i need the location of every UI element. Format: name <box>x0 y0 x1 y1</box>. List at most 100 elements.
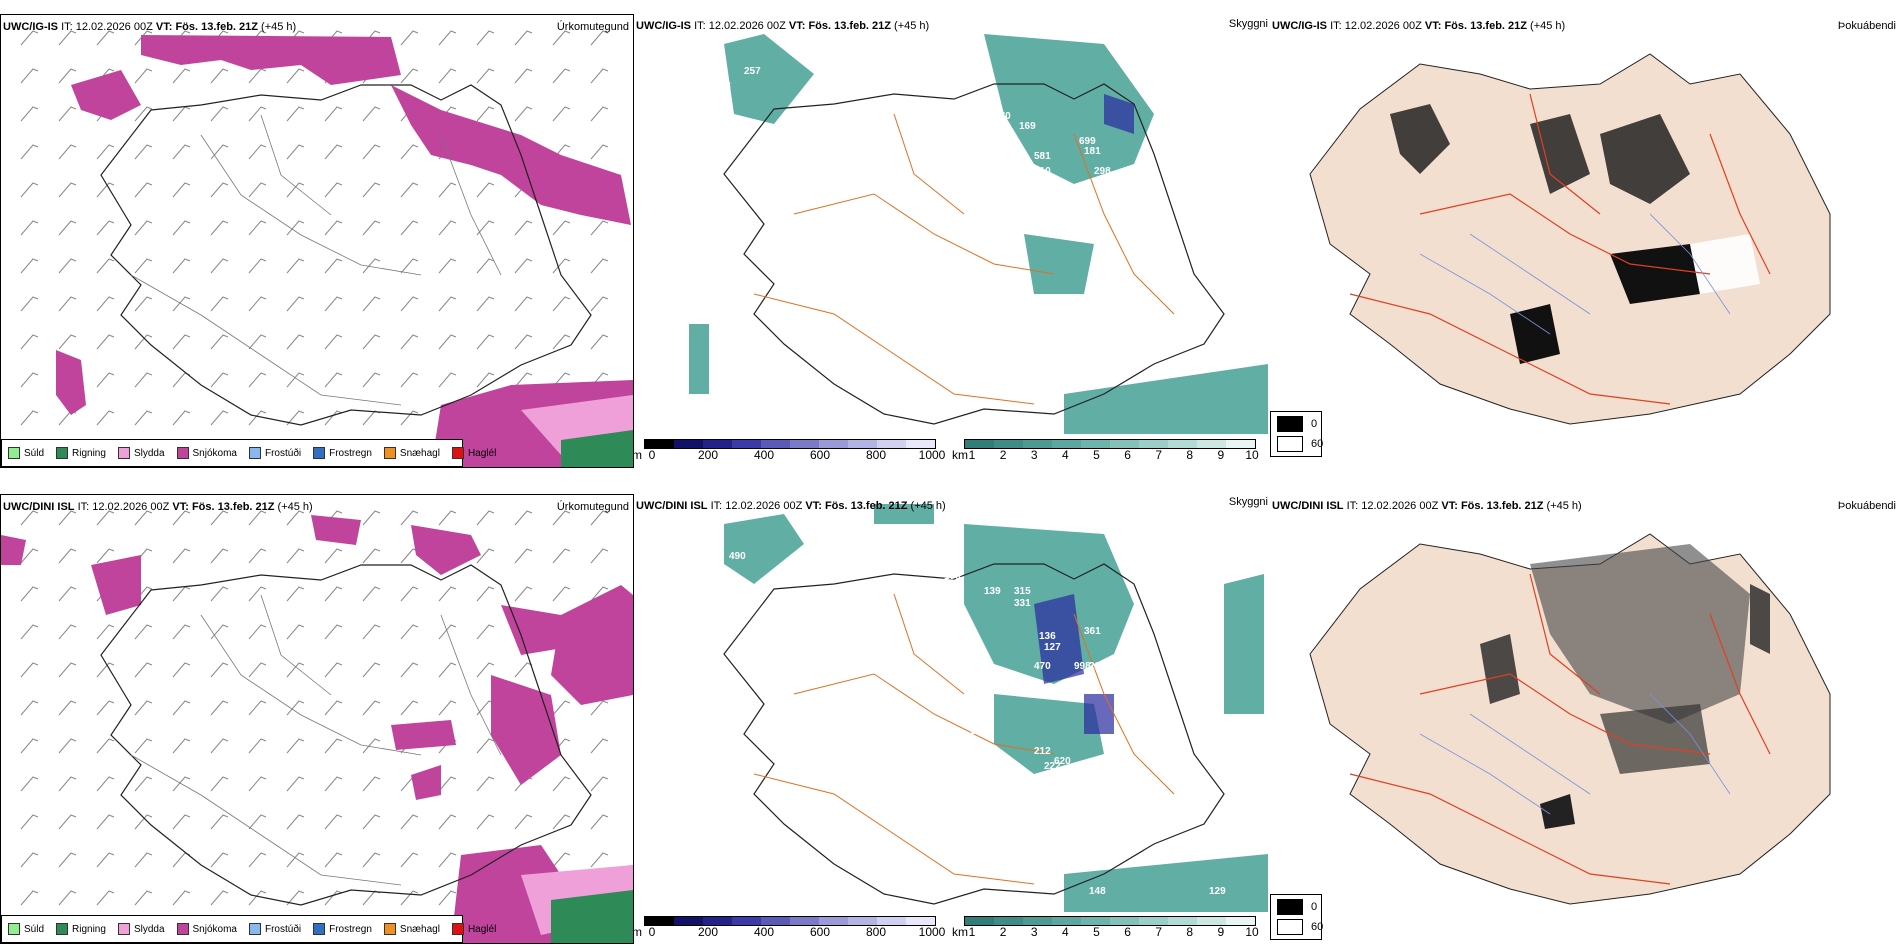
fog-title: Þokuábendi <box>1837 20 1896 32</box>
wind-barb <box>134 334 153 350</box>
wind-barb <box>286 334 305 350</box>
colorbar-tick: 8 <box>1186 925 1194 939</box>
colorbar-segment <box>703 917 732 925</box>
colorbar-tick: 4 <box>1061 448 1069 462</box>
legend-label: Rigning <box>72 447 106 459</box>
visibility-value-label: 364 <box>719 581 736 592</box>
wind-barb <box>248 738 267 754</box>
wind-barb <box>248 144 267 160</box>
colorbar-tick: 7 <box>1155 925 1162 939</box>
colorbar-tick: 200 <box>697 448 719 462</box>
wind-barb <box>438 334 457 350</box>
wind-barb <box>96 852 115 868</box>
legend-label: Snjókoma <box>192 447 237 459</box>
cloud-area <box>724 34 814 124</box>
wind-barb <box>590 30 609 46</box>
wind-barb <box>134 776 153 792</box>
cloud-area <box>1104 94 1134 134</box>
wind-barb <box>248 220 267 236</box>
legend-label: Slydda <box>133 447 165 459</box>
colorbar-tick: 8 <box>1186 448 1194 462</box>
wind-barb <box>210 410 229 426</box>
wind-barb <box>590 510 609 526</box>
wind-barb <box>590 586 609 602</box>
visibility-value-label: 396 <box>1099 181 1116 192</box>
wind-barb <box>58 258 77 274</box>
wind-barb <box>438 258 457 274</box>
wind-barb <box>400 220 419 236</box>
wind-barb <box>172 182 191 198</box>
colorbar-tick: 9 <box>1217 925 1225 939</box>
wind-barb <box>210 738 229 754</box>
legend-label: Haglél <box>467 447 497 459</box>
wind-barb <box>514 814 533 830</box>
colorbar-tick: 5 <box>1093 448 1100 462</box>
snow-area <box>411 765 441 800</box>
rain-area <box>551 890 633 943</box>
wind-barb <box>552 776 571 792</box>
colorbar-segment <box>703 440 732 448</box>
visibility-value-label: 620 <box>1054 756 1071 767</box>
wind-barb <box>552 68 571 84</box>
wind-barb <box>438 776 457 792</box>
legend-swatch <box>451 447 464 459</box>
legend-item: Snæhagl <box>383 923 440 935</box>
wind-barb <box>286 372 305 388</box>
wind-barb <box>400 296 419 312</box>
precip-legend: Súld Rigning Slydda Snjókoma Frostúði Frostre… <box>1 439 496 467</box>
wind-barb <box>514 220 533 236</box>
legend-item: Frostúði <box>248 923 301 935</box>
wind-barb <box>96 220 115 236</box>
wind-barb <box>552 220 571 236</box>
legend-item: Slydda <box>117 447 165 459</box>
wind-barb <box>590 106 609 122</box>
wind-barb <box>210 334 229 350</box>
colorbar-tick: 400 <box>753 925 775 939</box>
visibility-value-label: 998 <box>1074 661 1091 672</box>
height-colorbar: m 0 200 400 600 800 1000 <box>634 916 945 939</box>
wind-barb <box>96 296 115 312</box>
wind-barb <box>172 510 191 526</box>
wind-barb <box>476 182 495 198</box>
colorbar-segment <box>1168 917 1197 925</box>
colorbar-tick: 7 <box>1155 448 1162 462</box>
legend-item: Snæhagl <box>383 447 440 459</box>
wind-barb <box>20 624 39 640</box>
wind-barb <box>286 106 305 122</box>
visibility-panel-row2: 490 364 193 139 315 331 136 127 361 470 998 262 998 1… <box>634 494 1268 942</box>
legend-label: Frostúði <box>264 447 302 459</box>
wind-barb <box>172 814 191 830</box>
visibility-value-label: 186 <box>934 786 951 797</box>
wind-barb <box>210 106 229 122</box>
wind-barbs <box>20 30 609 426</box>
wind-barb <box>286 586 305 602</box>
visibility-value-label: 222 <box>1044 761 1061 772</box>
wind-barb <box>20 852 39 868</box>
colorbar-tick: 5 <box>1093 925 1100 939</box>
colorbar-tick: 800 <box>865 448 887 462</box>
wind-barb <box>324 548 343 564</box>
snow-area <box>551 585 633 705</box>
fog-map-row1 <box>1309 53 1831 425</box>
wind-barb <box>514 258 533 274</box>
wind-barb <box>96 548 115 564</box>
colorbar-tick: 4 <box>1061 925 1069 939</box>
wind-barb <box>172 700 191 716</box>
wind-barb <box>172 662 191 678</box>
cloud-area <box>1064 364 1268 434</box>
visibility-value-label: 363 <box>989 151 1006 162</box>
wind-barb <box>362 106 381 122</box>
wind-barb <box>324 890 343 906</box>
precip-map-row1 <box>20 30 633 467</box>
colorbar-tick: 1 <box>968 925 976 939</box>
snow-area <box>141 35 401 85</box>
wind-barb <box>58 852 77 868</box>
visibility-value-label: 148 <box>1089 886 1106 897</box>
wind-barb <box>172 410 191 426</box>
wind-barb <box>58 890 77 906</box>
wind-barb <box>20 700 39 716</box>
wind-barb <box>58 68 77 84</box>
snow-area <box>1 535 26 565</box>
wind-barb <box>438 372 457 388</box>
